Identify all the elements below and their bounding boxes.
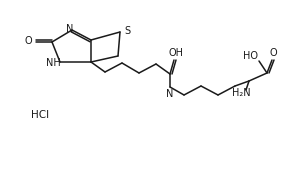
Text: O: O xyxy=(269,48,277,58)
Text: N: N xyxy=(66,24,74,34)
Text: HCl: HCl xyxy=(31,110,49,120)
Text: S: S xyxy=(124,26,130,36)
Text: N: N xyxy=(166,89,174,99)
Text: NH: NH xyxy=(46,58,60,68)
Text: OH: OH xyxy=(168,48,184,58)
Text: O: O xyxy=(24,36,32,46)
Text: H₂N: H₂N xyxy=(232,88,250,98)
Text: HO: HO xyxy=(244,51,258,61)
